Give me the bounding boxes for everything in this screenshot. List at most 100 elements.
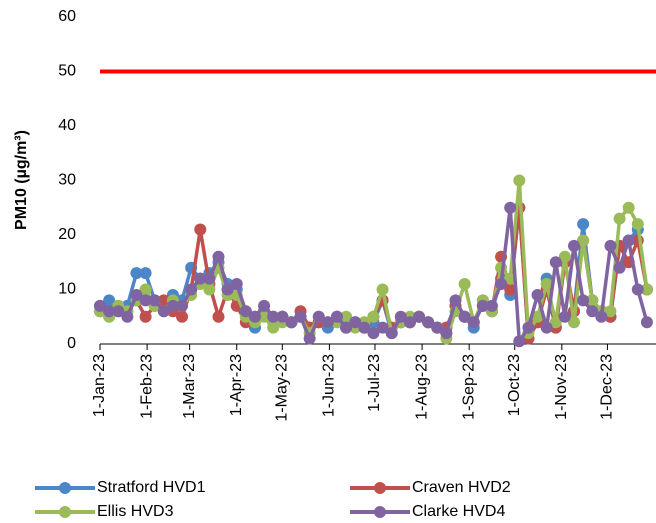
data-point [349,316,362,329]
x-tick-label: 1-Jul-23 [366,354,383,412]
x-tick-label: 1-Nov-23 [553,354,570,420]
data-point [176,310,189,323]
legend-marker [374,482,386,494]
data-point [640,316,653,329]
data-point [340,310,353,323]
y-tick-label: 10 [58,281,76,298]
data-point [166,299,179,312]
y-tick-label: 60 [58,8,76,25]
data-point [568,239,580,252]
legend-label: Ellis HVD3 [97,503,174,520]
data-point [613,212,626,225]
data-point [531,288,544,301]
data-point [513,174,526,187]
data-point [577,234,590,247]
legend-marker [59,506,71,518]
data-point [458,310,471,323]
data-point [130,288,143,301]
data-point [431,321,444,334]
data-point [540,321,553,334]
x-tick-label: 1-Jan-23 [91,354,108,417]
x-tick-label: 1-Dec-23 [599,354,616,420]
data-point [640,283,653,296]
data-point [139,294,152,307]
data-point [558,310,571,323]
legend-label: Clarke HVD4 [412,503,505,520]
data-point [103,305,116,318]
data-point [422,316,435,329]
data-point [622,201,635,214]
data-point [549,256,562,269]
y-axis-title: PM10 (µg/m³) [13,130,30,230]
legend-label: Stratford HVD1 [97,479,206,496]
data-point [413,310,426,323]
data-point [157,294,170,307]
data-point [495,278,508,291]
data-point [613,261,626,274]
data-point [385,327,398,340]
data-point [239,305,252,318]
data-point [248,310,261,323]
data-point [504,283,517,296]
data-point [595,310,608,323]
data-point [504,201,517,214]
data-point [367,327,380,340]
data-point [321,316,334,329]
data-point [103,294,116,307]
data-point [513,335,526,348]
data-point [340,321,353,334]
data-point [458,278,471,291]
data-point [522,321,535,334]
x-tick-label: 1-May-23 [274,354,291,422]
data-point [139,310,152,323]
data-point [586,305,599,318]
data-point [367,310,380,323]
x-tick-label: 1-Sep-23 [460,354,477,420]
data-point [176,299,189,312]
data-point [476,299,489,312]
data-point [157,305,170,318]
data-point [267,310,280,323]
data-point [577,294,590,307]
data-point [276,310,289,323]
data-point [212,310,225,323]
data-point [577,218,590,231]
data-point [112,305,125,318]
data-point [194,272,207,285]
data-point [312,310,325,323]
data-point [631,283,644,296]
data-point [130,267,143,280]
data-point [604,305,617,318]
data-point [540,278,553,291]
legend-label: Craven HVD2 [412,479,511,496]
data-point [294,310,307,323]
data-point [531,310,544,323]
data-point [212,250,225,263]
data-point [303,332,316,345]
data-point [230,278,243,291]
data-point [485,299,498,312]
x-tick-label: 1-Aug-23 [413,354,430,420]
y-tick-label: 30 [58,172,76,189]
data-point [467,316,480,329]
x-tick-label: 1-Jun-23 [321,354,338,417]
data-point [394,310,407,323]
data-point [549,316,562,329]
data-point [403,316,416,329]
data-point [203,283,216,296]
data-point [139,267,152,280]
data-point [376,283,389,296]
data-point [258,310,271,323]
data-point [558,250,571,263]
data-point [267,321,280,334]
data-point [331,310,343,323]
y-tick-label: 50 [58,63,76,80]
data-point [568,316,580,329]
y-tick-label: 20 [58,226,76,243]
legend-marker [374,506,386,518]
data-point [440,327,453,340]
data-point [631,218,644,231]
x-tick-label: 1-Feb-23 [138,354,155,419]
data-point [604,239,617,252]
